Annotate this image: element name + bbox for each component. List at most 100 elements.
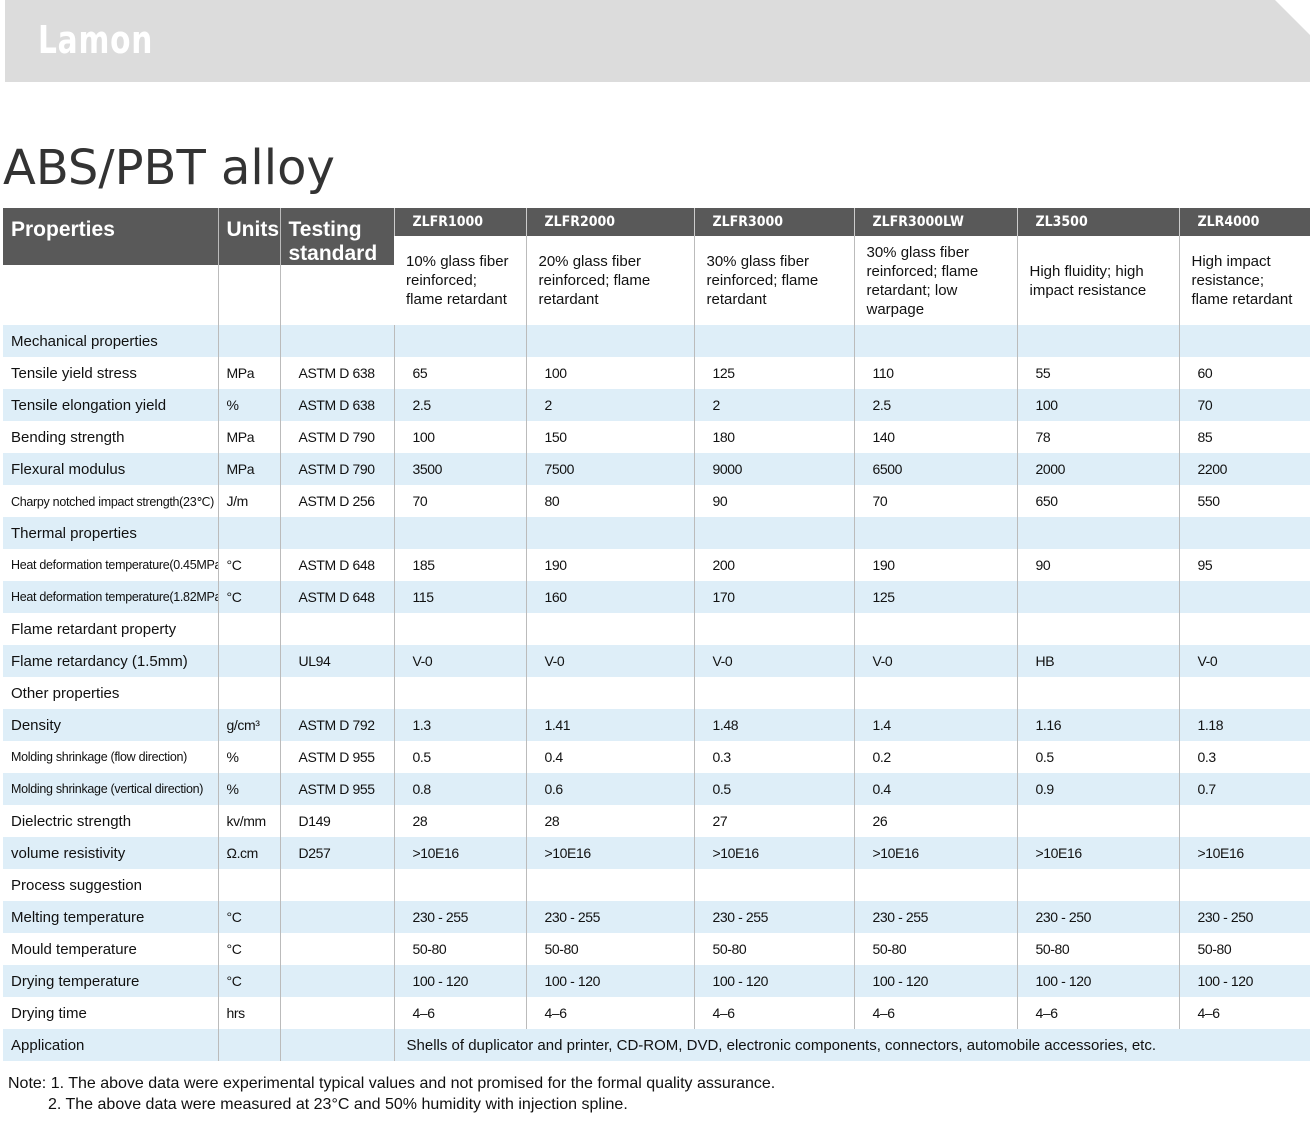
value [1178, 581, 1310, 613]
value: >10E16 [393, 837, 526, 869]
value: 100 [1016, 389, 1179, 421]
column-header: Testing standard [279, 208, 394, 325]
value: 78 [1016, 421, 1179, 453]
section-label: Thermal properties [3, 517, 218, 549]
empty-cell [1016, 613, 1179, 645]
section-label: Flame retardant property [11, 620, 177, 638]
grade-name: ZLFR3000LW [853, 208, 1017, 236]
value: 170 [693, 581, 854, 613]
header-banner [5, 0, 1310, 82]
properties-table: Properties Units Testing standard ZLFR1000 Z… [3, 208, 1310, 1061]
property-row: Drying time hrs 4–6 4–6 4–6 4–6 4–6 4–6 [3, 997, 1310, 1029]
value: 2 [525, 389, 694, 421]
grade-description: High impact resistance; flame retardant [1178, 236, 1310, 325]
value: V-0 [525, 645, 694, 677]
value: 230 - 250 [1016, 901, 1179, 933]
empty-cell [693, 517, 854, 549]
value: 1.41 [525, 709, 694, 741]
value: 4–6 [393, 997, 526, 1029]
note: 2. The above data were measured at 23°C … [48, 1096, 628, 1113]
value: 1.18 [1178, 709, 1310, 741]
value: 100 [525, 357, 694, 389]
empty-cell [217, 1029, 280, 1061]
value: 0.9 [1016, 773, 1179, 805]
value: 100 [393, 421, 526, 453]
unit: % [217, 741, 280, 773]
value: 26 [853, 805, 1017, 837]
property-row: Molding shrinkage (vertical direction)% A… [3, 773, 1310, 805]
property-name: Mould temperature [11, 940, 137, 958]
property-name: Drying temperature [3, 965, 218, 997]
property-name: Bending strength [11, 428, 125, 446]
empty-cell [1178, 325, 1310, 357]
value: 55 [1016, 357, 1179, 389]
value: >10E16 [525, 837, 694, 869]
grade-description: 30% glass fiber reinforced; flame retard… [693, 236, 854, 325]
property-row: Flexural modulus MPa ASTM D 790 3500 7500 900… [3, 453, 1310, 485]
value: V-0 [1178, 645, 1310, 677]
empty-cell [693, 613, 854, 645]
value: 95 [1178, 549, 1310, 581]
empty-cell [1016, 869, 1179, 901]
empty-cell [217, 613, 280, 645]
property-row: Charpy notched impact strength(23℃) J/m AS… [3, 485, 1310, 517]
test-standard [279, 997, 394, 1029]
empty-cell [279, 1029, 394, 1061]
test-standard: ASTM D 790 [279, 453, 394, 485]
empty-cell [393, 677, 526, 709]
application-text: Shells of duplicator and printer, CD-ROM… [393, 1029, 1310, 1061]
value: 100 - 120 [693, 965, 854, 997]
grade-description: 10% glass fiber reinforced; flame retard… [406, 253, 509, 308]
value: 4–6 [1016, 997, 1179, 1029]
unit: MPa [217, 357, 280, 389]
property-name: Tensile elongation yield [3, 389, 218, 421]
value: 50-80 [393, 933, 526, 965]
grade-name: ZLFR2000 [525, 208, 694, 236]
value: 65 [393, 357, 526, 389]
value: 2.5 [393, 389, 526, 421]
value: 70 [1178, 389, 1310, 421]
property-name: volume resistivity [3, 837, 218, 869]
empty-cell [1016, 677, 1179, 709]
value [1016, 805, 1179, 837]
value: V-0 [853, 645, 1017, 677]
description-row: 10% glass fiber reinforced; flame retard… [3, 236, 1310, 325]
grade-description: High fluidity; high impact resistance [1016, 236, 1179, 325]
value: 230 - 255 [853, 901, 1017, 933]
empty-cell [217, 677, 280, 709]
application-label: Application [3, 1029, 218, 1061]
value: 7500 [525, 453, 694, 485]
test-standard: ASTM D 955 [279, 773, 394, 805]
section-row: Process suggestion [3, 869, 1310, 901]
value: 650 [1016, 485, 1179, 517]
empty-cell [393, 325, 526, 357]
empty-cell [853, 517, 1017, 549]
value: 140 [853, 421, 1017, 453]
value: 1.48 [693, 709, 854, 741]
test-standard: D257 [279, 837, 394, 869]
empty-cell [525, 869, 694, 901]
value: 0.8 [393, 773, 526, 805]
value: 125 [853, 581, 1017, 613]
value: 50-80 [1178, 933, 1310, 965]
test-standard: ASTM D 648 [279, 581, 394, 613]
property-row: Heat deformation temperature(0.45MPa) °C A… [3, 549, 1310, 581]
empty-cell [525, 517, 694, 549]
section-label: Mechanical properties [3, 325, 218, 357]
empty-cell [1178, 613, 1310, 645]
value: 4–6 [1178, 997, 1310, 1029]
empty-cell [279, 325, 394, 357]
empty-cell [1178, 677, 1310, 709]
note: Note: 1. The above data were experimenta… [8, 1075, 776, 1092]
brand-logo: Lamon [38, 18, 154, 62]
empty-cell [279, 677, 394, 709]
test-standard: ASTM D 638 [279, 389, 394, 421]
value: 0.5 [1016, 741, 1179, 773]
property-name: Molding shrinkage (vertical direction) [3, 773, 218, 805]
unit: °C [217, 581, 280, 613]
value: 3500 [393, 453, 526, 485]
value: 150 [525, 421, 694, 453]
value: 70 [853, 485, 1017, 517]
value: 1.3 [393, 709, 526, 741]
property-row: Molding shrinkage (flow direction)% ASTM … [3, 741, 1310, 773]
